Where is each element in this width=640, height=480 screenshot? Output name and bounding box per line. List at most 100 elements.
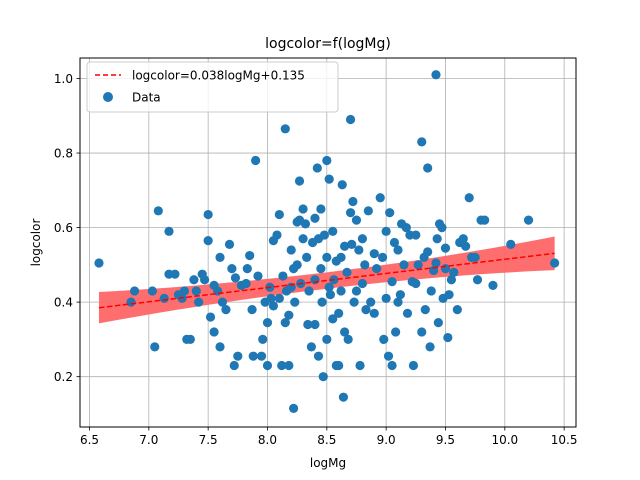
data-point bbox=[224, 239, 235, 249]
data-point bbox=[298, 234, 308, 244]
data-point bbox=[347, 239, 357, 249]
confidence-band bbox=[98, 236, 555, 324]
data-point bbox=[94, 258, 104, 268]
data-point bbox=[389, 237, 400, 248]
confidence-band-layer bbox=[98, 236, 555, 324]
x-tick-label: 7.0 bbox=[139, 433, 158, 447]
data-point bbox=[413, 260, 423, 270]
data-point bbox=[338, 392, 349, 402]
data-point bbox=[381, 293, 391, 304]
data-point bbox=[278, 271, 288, 281]
data-point bbox=[480, 215, 490, 225]
y-tick-label: 1.0 bbox=[54, 72, 73, 86]
data-point bbox=[126, 297, 136, 307]
data-point bbox=[437, 222, 447, 233]
data-point bbox=[336, 286, 346, 296]
data-point bbox=[319, 230, 330, 240]
data-point bbox=[302, 252, 312, 263]
data-point bbox=[294, 176, 305, 186]
data-point bbox=[150, 342, 160, 352]
data-point bbox=[360, 260, 370, 270]
data-point bbox=[205, 312, 216, 322]
data-point bbox=[444, 290, 454, 300]
data-point bbox=[366, 297, 376, 307]
data-point bbox=[215, 342, 225, 352]
data-point bbox=[349, 297, 359, 307]
x-tick-label: 10.0 bbox=[491, 433, 518, 447]
data-point bbox=[357, 234, 368, 244]
data-point bbox=[253, 271, 263, 281]
data-point bbox=[277, 360, 287, 371]
data-point bbox=[348, 196, 358, 207]
x-tick-label: 9.5 bbox=[436, 433, 455, 447]
data-point bbox=[449, 267, 459, 277]
data-point bbox=[322, 334, 332, 345]
data-point bbox=[523, 215, 534, 225]
y-axis-label: logcolor bbox=[29, 219, 43, 267]
plot-frame bbox=[79, 57, 577, 428]
data-point bbox=[312, 163, 322, 173]
legend: logcolor=0.038logMg+0.135 Data bbox=[86, 61, 339, 113]
data-point bbox=[391, 327, 401, 337]
legend-fit-label: logcolor=0.038logMg+0.135 bbox=[132, 69, 305, 83]
data-point bbox=[185, 334, 195, 345]
legend-box bbox=[86, 61, 339, 113]
data-point bbox=[506, 239, 516, 249]
data-point bbox=[179, 286, 190, 296]
data-point bbox=[385, 208, 395, 218]
data-point bbox=[284, 310, 294, 320]
data-point bbox=[322, 252, 332, 263]
data-point bbox=[464, 193, 474, 203]
data-point bbox=[383, 351, 394, 361]
data-point bbox=[304, 286, 314, 296]
data-point bbox=[258, 334, 268, 345]
data-point bbox=[351, 286, 362, 296]
data-point bbox=[203, 209, 213, 220]
data-point bbox=[266, 293, 276, 304]
data-point bbox=[417, 327, 427, 337]
y-tick-label: 0.2 bbox=[54, 370, 73, 384]
data-point bbox=[262, 318, 273, 328]
y-tick-label: 0.8 bbox=[54, 146, 73, 160]
data-point bbox=[159, 293, 169, 304]
data-point bbox=[411, 230, 421, 240]
data-point bbox=[247, 304, 257, 315]
data-point bbox=[310, 213, 320, 223]
data-point bbox=[354, 245, 364, 255]
data-point bbox=[328, 226, 338, 236]
data-point bbox=[461, 241, 471, 251]
data-point bbox=[340, 241, 350, 251]
data-point bbox=[230, 273, 241, 283]
data-point bbox=[423, 247, 433, 257]
data-point bbox=[262, 360, 273, 371]
data-point bbox=[399, 260, 409, 270]
data-point bbox=[164, 226, 174, 236]
data-point bbox=[274, 293, 284, 304]
data-point bbox=[426, 286, 436, 296]
data-point bbox=[233, 351, 243, 361]
data-point bbox=[337, 180, 347, 190]
data-point bbox=[310, 275, 320, 285]
data-point bbox=[310, 319, 320, 330]
data-point bbox=[472, 275, 483, 285]
legend-data-swatch bbox=[103, 92, 113, 102]
data-point bbox=[432, 234, 442, 244]
data-point bbox=[363, 206, 373, 216]
data-point bbox=[298, 204, 308, 214]
data-point bbox=[408, 360, 419, 371]
data-point bbox=[284, 360, 294, 371]
data-point bbox=[431, 258, 441, 268]
data-point bbox=[318, 372, 328, 382]
x-tick-label: 8.0 bbox=[258, 433, 277, 447]
data-point bbox=[372, 263, 382, 274]
data-point bbox=[303, 319, 313, 330]
data-point bbox=[268, 301, 279, 311]
data-point bbox=[369, 249, 379, 259]
data-point bbox=[272, 230, 282, 240]
data-points bbox=[94, 70, 560, 413]
x-tick-label: 9.0 bbox=[377, 433, 396, 447]
data-point bbox=[401, 222, 411, 233]
data-point bbox=[292, 260, 302, 270]
data-point bbox=[340, 327, 350, 337]
